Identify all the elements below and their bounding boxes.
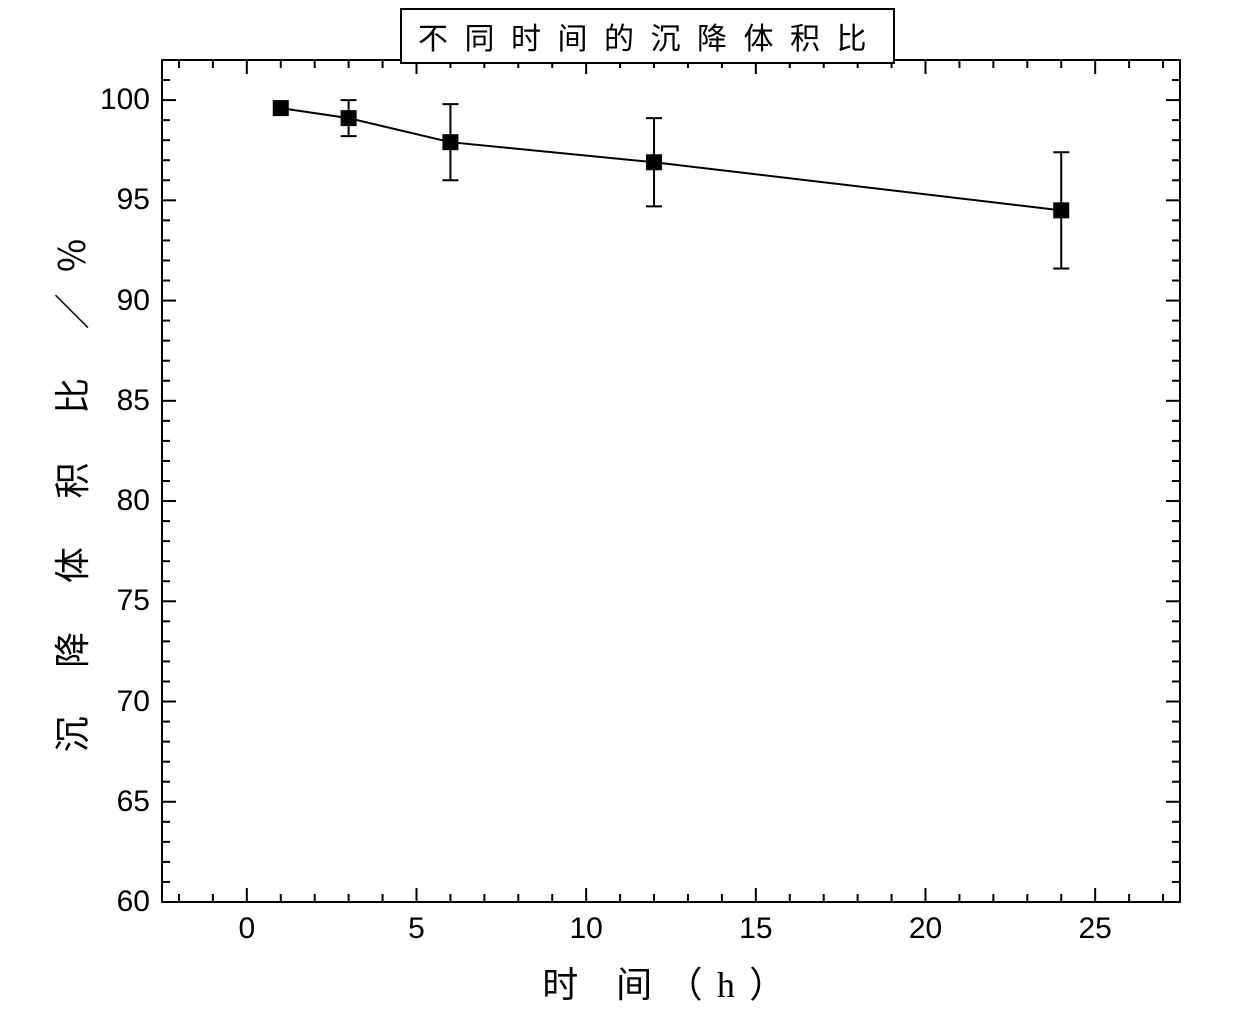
y-tick-label: 100 [100, 83, 150, 117]
legend-box: 不同时间的沉降体积比 [400, 8, 895, 64]
y-tick-label: 60 [117, 885, 150, 919]
y-tick-label: 90 [117, 284, 150, 318]
x-axis-label: 时 间（h） [162, 956, 1180, 1008]
x-tick-label: 15 [739, 912, 772, 946]
legend-title: 不同时间的沉降体积比 [418, 23, 883, 56]
x-tick-label: 25 [1078, 912, 1111, 946]
y-tick-label: 85 [117, 384, 150, 418]
y-tick-label: 65 [117, 785, 150, 819]
y-tick-label: 80 [117, 484, 150, 518]
chart-svg [0, 0, 1240, 1009]
chart-container: 不同时间的沉降体积比 沉 降 体 积 比 ／％ 时 间（h） 0 5 10 15 20 2… [0, 0, 1240, 1009]
x-tick-label: 20 [909, 912, 942, 946]
y-tick-label: 95 [117, 183, 150, 217]
y-tick-label: 70 [117, 685, 150, 719]
y-axis-label: 沉 降 体 积 比 ／％ [44, 85, 96, 885]
x-tick-label: 5 [408, 912, 425, 946]
x-tick-label: 0 [238, 912, 255, 946]
y-tick-label: 75 [117, 584, 150, 618]
x-tick-label: 10 [569, 912, 602, 946]
